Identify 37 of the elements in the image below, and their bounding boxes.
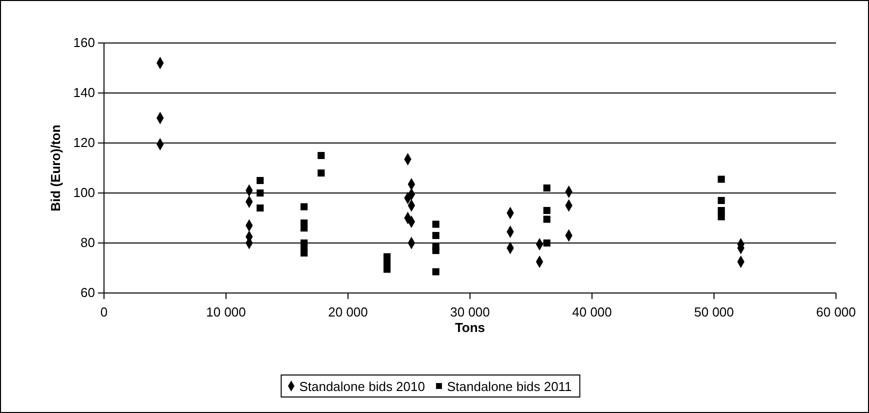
x-tick-label: 50 000 <box>694 304 734 320</box>
x-tick-label: 0 <box>100 304 108 320</box>
y-tick-label: 60 <box>80 285 95 300</box>
point <box>718 196 725 204</box>
point <box>300 249 308 257</box>
point <box>384 266 391 273</box>
point <box>256 176 264 184</box>
point <box>543 206 550 214</box>
y-tick-label: 120 <box>73 135 95 150</box>
x-tick-label: 60 000 <box>816 304 856 320</box>
point <box>432 220 440 228</box>
y-tick-label: 80 <box>80 235 95 250</box>
point <box>543 216 550 223</box>
point <box>256 189 264 197</box>
point <box>543 184 550 192</box>
point <box>432 246 440 254</box>
point <box>318 169 325 177</box>
x-tick-label: 30 000 <box>450 304 490 320</box>
point <box>432 268 440 276</box>
point <box>318 152 325 160</box>
x-axis-title: Tons <box>454 320 486 335</box>
point <box>300 203 308 210</box>
point <box>543 239 550 247</box>
y-axis-title: Bid (Euro)/ton <box>48 124 63 212</box>
x-tick-label: 40 000 <box>572 304 612 320</box>
legend-label: Standalone bids 2010 <box>299 379 425 394</box>
x-tick-label: 20 000 <box>328 304 368 320</box>
y-tick-label: 100 <box>73 185 95 200</box>
point <box>718 213 725 220</box>
point <box>300 224 308 232</box>
y-tick-label: 140 <box>73 85 95 100</box>
point <box>256 204 264 212</box>
x-tick-label: 10 000 <box>206 304 246 320</box>
y-tick-label: 160 <box>73 35 95 50</box>
legend-label: Standalone bids 2011 <box>446 379 572 394</box>
point <box>718 176 725 183</box>
point <box>432 232 440 240</box>
